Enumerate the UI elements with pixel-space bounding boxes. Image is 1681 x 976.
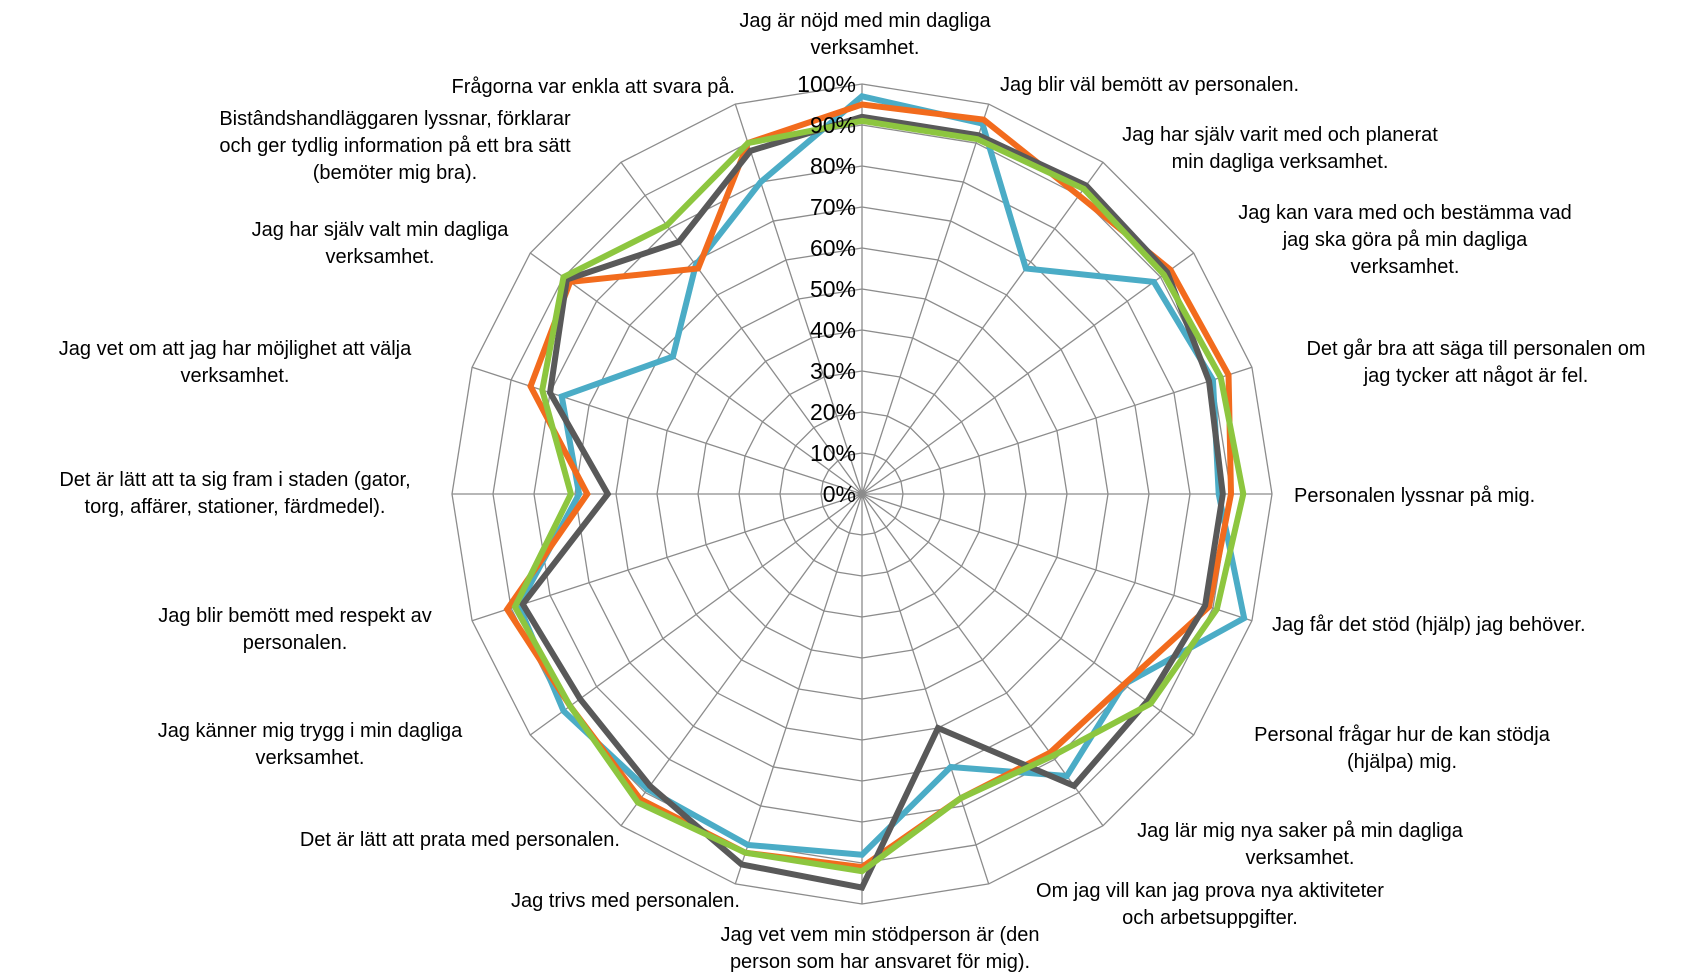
- category-label-4: Det går bra att säga till personalen om …: [1306, 338, 1646, 387]
- spoke-3: [861, 252, 1195, 495]
- spoke-18: [620, 161, 863, 495]
- spoke-16: [471, 366, 863, 495]
- category-label-0: Jag är nöjd med min dagliga verksamhet.: [739, 10, 991, 59]
- spoke-17: [529, 252, 863, 495]
- spoke-8: [861, 493, 1104, 827]
- category-label-6: Jag får det stöd (hjälp) jag behöver.: [1272, 614, 1586, 636]
- series-line-0: [515, 93, 1248, 858]
- spoke-2: [861, 161, 1104, 495]
- category-label-10: Jag vet vem min stödperson är (den perso…: [720, 924, 1040, 973]
- radial-axis-ticks: 0% 10% 20% 30% 40% 50% 60% 70% 80% 90% 100%: [797, 71, 856, 507]
- spoke-13: [529, 493, 863, 736]
- category-label-9: Om jag vill kan jag prova nya aktivitete…: [1036, 880, 1384, 929]
- radar-series: [503, 93, 1248, 891]
- tick-label: 90%: [810, 112, 856, 138]
- category-label-15: Det är lätt att ta sig fram i staden (ga…: [59, 469, 411, 518]
- tick-label: 30%: [810, 358, 856, 384]
- tick-label: 20%: [810, 399, 856, 425]
- spoke-9: [861, 493, 990, 885]
- series-line-3: [511, 117, 1247, 875]
- category-label-18: Bistândshandläggaren lyssnar, förklarar …: [219, 108, 571, 184]
- tick-label: 40%: [810, 317, 856, 343]
- spoke-1: [861, 103, 990, 495]
- category-label-16: Jag vet om att jag har möjlighet att väl…: [58, 338, 412, 387]
- category-label-13: Jag känner mig trygg i min dagliga verks…: [157, 720, 463, 769]
- category-label-1: Jag blir väl bemött av personalen.: [1000, 74, 1300, 96]
- category-label-5: Personalen lyssnar på mig.: [1294, 485, 1536, 507]
- category-label-12: Det är lätt att prata med personalen.: [299, 829, 620, 851]
- tick-label: 100%: [797, 71, 856, 97]
- tick-label: 50%: [810, 276, 856, 302]
- spoke-4: [861, 366, 1253, 495]
- radar-grid: [451, 83, 1273, 905]
- series-line-1: [503, 101, 1235, 871]
- category-label-14: Jag blir bemött med respekt av personale…: [158, 605, 432, 654]
- category-label-2: Jag har själv varit med och planerat min…: [1122, 124, 1438, 173]
- spoke-6: [861, 493, 1253, 622]
- spoke-19: [734, 103, 863, 495]
- category-label-7: Personal frågar hur de kan stödja (hjälp…: [1254, 724, 1550, 773]
- spoke-12: [620, 493, 863, 827]
- category-label-19: Frågorna var enkla att svara på.: [451, 76, 735, 98]
- tick-label: 60%: [810, 235, 856, 261]
- tick-label: 80%: [810, 153, 856, 179]
- category-label-17: Jag har själv valt min dagliga verksamhe…: [251, 219, 509, 268]
- tick-label: 70%: [810, 194, 856, 220]
- category-label-11: Jag trivs med personalen.: [510, 890, 740, 912]
- spoke-7: [861, 493, 1195, 736]
- spoke-14: [471, 493, 863, 622]
- category-label-8: Jag lär mig nya saker på min dagliga ver…: [1137, 820, 1463, 869]
- category-label-3: Jag kan vara med och bestämma vad jag sk…: [1238, 202, 1572, 278]
- tick-label: 0%: [823, 481, 856, 507]
- spoke-11: [734, 493, 863, 885]
- tick-label: 10%: [810, 440, 856, 466]
